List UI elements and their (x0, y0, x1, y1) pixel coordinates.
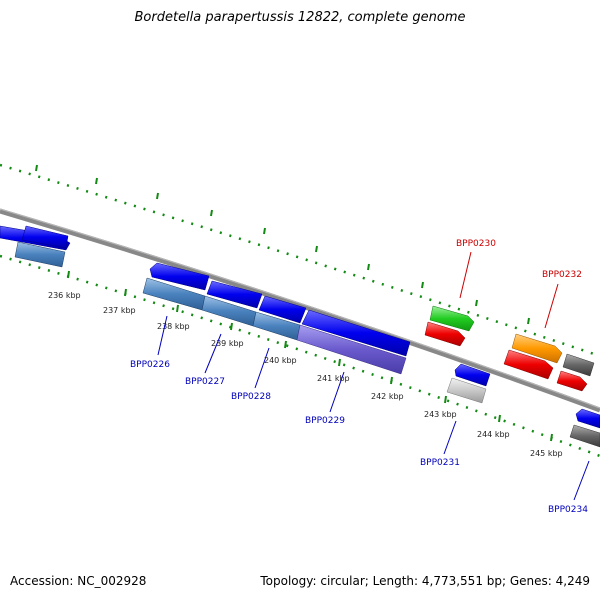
gene-label-bpp0231[interactable]: BPP0231 (420, 458, 460, 468)
kbp-label: 245 kbp (530, 449, 563, 458)
kbp-label: 244 kbp (477, 430, 510, 439)
upper-tick-ring (0, 163, 600, 358)
kbp-label: 236 kbp (48, 291, 81, 300)
gene-arrow-red[interactable] (424, 321, 466, 347)
kbp-label: 238 kbp (157, 322, 190, 331)
gene-label-bpp0229[interactable]: BPP0229 (305, 416, 345, 426)
gene-block-gray[interactable] (562, 353, 595, 377)
forward-strand-genes (0, 225, 595, 392)
gene-arrow-blue[interactable] (575, 408, 600, 429)
map-title: Bordetella parapertussis 12822, complete… (134, 10, 466, 25)
lower-tick-ring (0, 254, 600, 458)
gene-arrow-green[interactable] (429, 305, 475, 332)
gene-arrow-red[interactable] (556, 370, 588, 392)
gene-label-leaders (157, 251, 590, 501)
kbp-label: 243 kbp (424, 410, 457, 419)
gene-label-bpp0234[interactable]: BPP0234 (548, 505, 588, 515)
gene-arrow-blue[interactable] (21, 225, 69, 249)
gene-arrow-orange[interactable] (511, 333, 563, 364)
gene-arrow-red[interactable] (503, 349, 554, 380)
gene-block-silver[interactable] (446, 377, 487, 404)
gene-arrow-blue[interactable] (206, 280, 263, 309)
gene-label-bpp0230[interactable]: BPP0230 (456, 239, 496, 249)
kbp-label: 241 kbp (317, 374, 350, 383)
gene-labels: BPP0226 BPP0227 BPP0228 BPP0229 BPP0230 … (130, 239, 588, 515)
gene-arrow-blue[interactable] (258, 295, 307, 324)
gene-label-bpp0226[interactable]: BPP0226 (130, 360, 170, 370)
reverse-strand-genes (14, 241, 600, 448)
gene-arrow-blue[interactable] (149, 262, 210, 291)
gene-block-purple[interactable] (296, 324, 407, 375)
gene-label-bpp0227[interactable]: BPP0227 (185, 377, 225, 387)
accession-text: Accession: NC_002928 (10, 574, 147, 588)
genome-summary-text: Topology: circular; Length: 4,773,551 bp… (260, 574, 590, 588)
gene-arrow-blue[interactable] (301, 309, 411, 357)
genome-backbone (0, 208, 600, 413)
gene-label-bpp0228[interactable]: BPP0228 (231, 392, 271, 402)
gene-arrow-blue[interactable] (454, 363, 491, 387)
kbp-label: 239 kbp (211, 339, 244, 348)
kbp-label: 240 kbp (264, 356, 297, 365)
kbp-label: 242 kbp (371, 392, 404, 401)
kbp-label: 237 kbp (103, 306, 136, 315)
gene-block-steel[interactable] (14, 241, 66, 268)
gene-label-bpp0232[interactable]: BPP0232 (542, 270, 582, 280)
gene-block-gray[interactable] (569, 424, 600, 448)
kbp-labels: 236 kbp 237 kbp 238 kbp 239 kbp 240 kbp … (48, 291, 563, 458)
